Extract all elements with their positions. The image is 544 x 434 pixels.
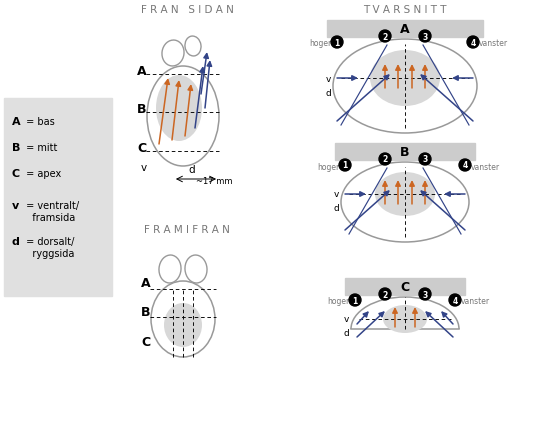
Text: 3: 3: [422, 33, 428, 41]
Circle shape: [339, 160, 351, 171]
Circle shape: [419, 154, 431, 166]
Text: d: d: [343, 329, 349, 338]
Bar: [335, 144, 475, 161]
Circle shape: [419, 31, 431, 43]
Text: = apex: = apex: [23, 169, 61, 178]
Text: = dorsalt/
   ryggsida: = dorsalt/ ryggsida: [23, 237, 75, 258]
Text: vanster: vanster: [461, 297, 490, 306]
Text: hoger: hoger: [327, 297, 349, 306]
Text: d: d: [12, 237, 20, 247]
Ellipse shape: [370, 51, 440, 107]
Circle shape: [331, 37, 343, 49]
Ellipse shape: [162, 41, 184, 67]
Bar: [4, 99, 112, 296]
Circle shape: [449, 294, 461, 306]
Circle shape: [467, 37, 479, 49]
Text: = bas: = bas: [23, 117, 55, 127]
Text: 3: 3: [422, 290, 428, 299]
Text: v: v: [326, 74, 331, 83]
Circle shape: [379, 288, 391, 300]
Ellipse shape: [375, 173, 435, 217]
Text: F R A N   S I D A N: F R A N S I D A N: [140, 5, 233, 15]
Text: B: B: [137, 103, 146, 116]
Ellipse shape: [159, 256, 181, 283]
Text: ~17 mm: ~17 mm: [196, 177, 232, 186]
Text: = mitt: = mitt: [23, 143, 57, 153]
Bar: [345, 278, 465, 295]
Text: = ventralt/
   framsida: = ventralt/ framsida: [23, 201, 79, 222]
Text: 4: 4: [471, 39, 475, 47]
Circle shape: [419, 288, 431, 300]
Text: 1: 1: [353, 296, 357, 305]
Text: 1: 1: [342, 161, 348, 170]
Text: T V A R S N I T T: T V A R S N I T T: [363, 5, 447, 15]
Text: 1: 1: [335, 39, 339, 47]
Text: v: v: [12, 201, 19, 210]
Ellipse shape: [151, 281, 215, 357]
Text: hoger: hoger: [317, 162, 339, 171]
Text: F R A M I F R A N: F R A M I F R A N: [144, 224, 230, 234]
Text: v: v: [141, 163, 147, 173]
Ellipse shape: [341, 163, 469, 243]
Text: d: d: [333, 204, 339, 213]
Ellipse shape: [156, 76, 202, 141]
Text: 4: 4: [453, 296, 458, 305]
Text: v: v: [333, 190, 339, 199]
Circle shape: [379, 154, 391, 166]
Text: 2: 2: [382, 33, 388, 41]
Ellipse shape: [185, 256, 207, 283]
Text: 2: 2: [382, 290, 388, 299]
Ellipse shape: [164, 303, 202, 347]
Text: C: C: [141, 335, 150, 348]
Text: B: B: [400, 146, 410, 159]
Text: 3: 3: [422, 155, 428, 164]
Ellipse shape: [333, 40, 477, 134]
Ellipse shape: [147, 67, 219, 167]
Text: A: A: [12, 117, 21, 127]
Text: vanster: vanster: [479, 39, 508, 48]
Text: B: B: [141, 305, 151, 318]
Text: B: B: [12, 143, 20, 153]
Ellipse shape: [383, 305, 427, 333]
Text: C: C: [137, 141, 146, 155]
Circle shape: [379, 31, 391, 43]
Bar: [327, 21, 483, 38]
Text: C: C: [400, 280, 410, 293]
Text: A: A: [400, 23, 410, 36]
Text: d: d: [325, 88, 331, 97]
Text: 4: 4: [462, 161, 468, 170]
Text: C: C: [12, 169, 20, 178]
Circle shape: [459, 160, 471, 171]
Text: A: A: [141, 276, 151, 289]
Circle shape: [349, 294, 361, 306]
Text: hoger: hoger: [309, 39, 331, 48]
Text: v: v: [344, 315, 349, 324]
Text: A: A: [137, 65, 147, 78]
Text: 2: 2: [382, 155, 388, 164]
Text: vanster: vanster: [471, 162, 500, 171]
Text: d: d: [188, 164, 195, 174]
Ellipse shape: [185, 37, 201, 57]
